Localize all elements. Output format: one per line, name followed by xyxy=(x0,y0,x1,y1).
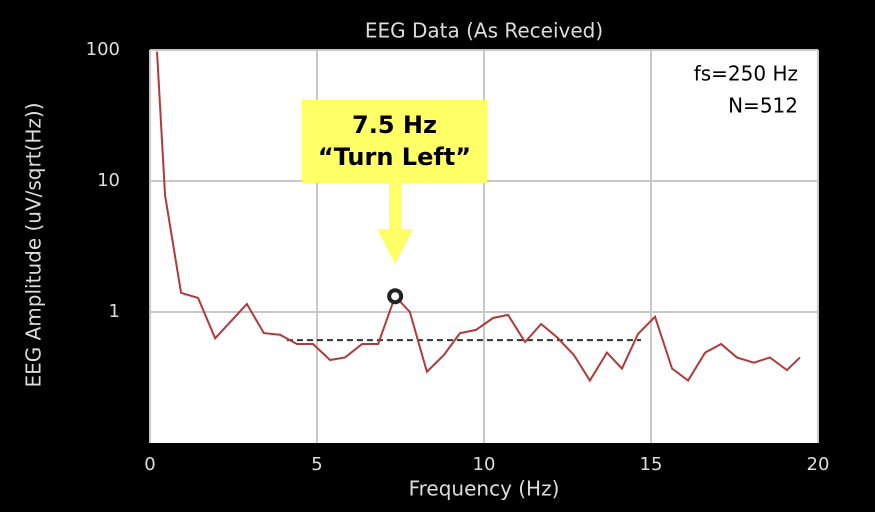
callout-box xyxy=(302,100,487,183)
annotation: fs=250 Hz xyxy=(694,62,798,86)
arrow-head xyxy=(377,229,413,264)
highlight-marker xyxy=(387,288,404,305)
chart-title: EEG Data (As Received) xyxy=(365,19,603,43)
x-tick-label: 0 xyxy=(144,454,155,475)
annotation: N=512 xyxy=(728,94,798,118)
y-tick-label: 10 xyxy=(97,170,120,191)
y-axis-label: EEG Amplitude (uV/sqrt(Hz)) xyxy=(22,103,46,388)
x-tick-label: 15 xyxy=(640,454,663,475)
callout-text: “Turn Left” xyxy=(318,143,471,171)
x-tick-label: 5 xyxy=(311,454,322,475)
y-tick-label: 1 xyxy=(109,301,120,322)
data-line xyxy=(156,51,801,383)
x-axis-label: Frequency (Hz) xyxy=(409,477,560,501)
arrow-shaft xyxy=(389,183,401,231)
y-tick-label: 100 xyxy=(86,39,120,60)
callout-text: 7.5 Hz xyxy=(352,111,437,139)
x-tick-label: 10 xyxy=(473,454,496,475)
x-tick-label: 20 xyxy=(807,454,830,475)
